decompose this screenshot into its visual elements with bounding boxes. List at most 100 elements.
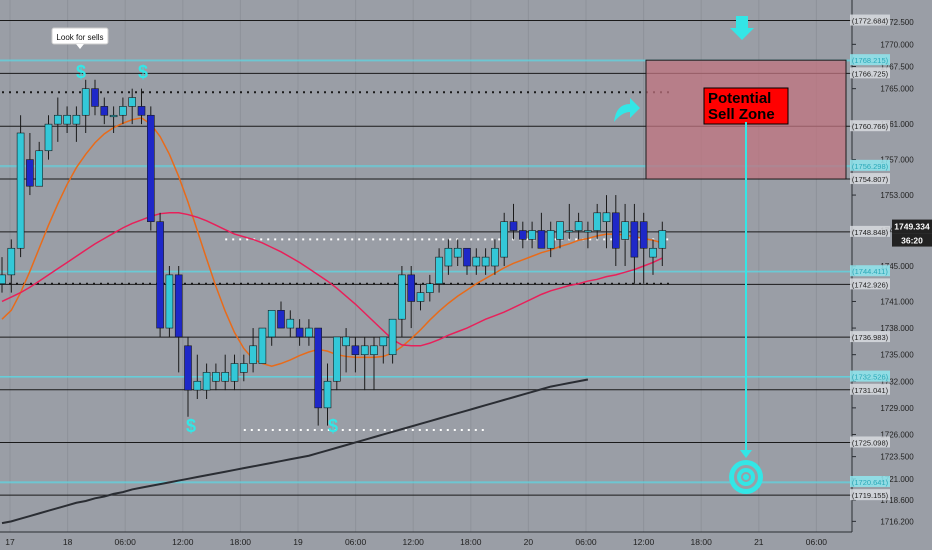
candle-body <box>202 372 211 391</box>
price-axis[interactable]: 1772.500 1770.000 1767.500 1765.000 1761.000… <box>850 0 932 550</box>
price-level-label-box <box>850 54 890 66</box>
price-level-label-box <box>850 120 890 132</box>
candle-body <box>481 256 490 267</box>
moving-average-line <box>1 117 663 367</box>
candle-body <box>174 274 183 338</box>
candle-body <box>611 212 620 249</box>
candle-body <box>184 345 192 391</box>
candle-body <box>305 327 313 338</box>
candle-body <box>537 230 546 249</box>
candle-body <box>26 159 34 187</box>
price-level-label-box <box>850 14 890 26</box>
candle-body <box>509 221 518 231</box>
candle-body <box>277 310 285 329</box>
price-level-label-box <box>850 159 890 171</box>
time-tick-label: 18:00 <box>460 537 482 547</box>
candle-body <box>16 132 25 249</box>
down-arrow-icon <box>730 16 754 40</box>
candle-body <box>314 327 323 409</box>
candle-body <box>165 274 174 329</box>
candle-body <box>0 274 6 285</box>
price-level-label-box <box>850 278 890 290</box>
candle-body <box>295 327 304 338</box>
time-axis-background <box>0 532 932 550</box>
moving-averages <box>1 117 663 525</box>
candle-body <box>379 336 388 347</box>
candle-body <box>342 336 350 347</box>
candle-body <box>147 114 155 222</box>
candle-body <box>593 212 602 231</box>
candle-body <box>44 123 53 152</box>
price-tick-label: 1735.000 <box>880 351 914 360</box>
time-axis[interactable]: 17 18 06:00 12:00 18:00 19 06:00 12:00 18:00 20 06… <box>0 531 932 550</box>
price-level-label: (1772.684) <box>852 17 889 26</box>
price-tick-label: 1761.000 <box>880 120 914 129</box>
price-level-label: (1732.526) <box>852 373 889 382</box>
target-icon-center <box>743 474 749 480</box>
price-tick-label: 1765.000 <box>880 85 914 94</box>
candle-body <box>528 230 536 240</box>
price-tick-label: 1770.000 <box>880 40 914 49</box>
candle-body <box>574 221 583 231</box>
time-tick-label: 18:00 <box>230 537 252 547</box>
price-level-label: (1766.725) <box>852 69 889 78</box>
price-tick-label: 1753.000 <box>880 191 914 200</box>
candle-body <box>72 114 81 125</box>
time-tick-label: 21 <box>754 537 764 547</box>
candle-body <box>584 230 592 233</box>
price-tick-label: 1767.500 <box>880 63 914 72</box>
time-tick-label: 18 <box>63 537 73 547</box>
candle-body <box>639 221 648 249</box>
price-level-label: (1744.411) <box>852 267 888 276</box>
price-tick-label: 1772.500 <box>880 18 914 27</box>
time-tick-label: 19 <box>293 537 303 547</box>
time-tick-label: 12:00 <box>403 537 425 547</box>
time-tick-label: 06:00 <box>115 537 137 547</box>
candle-body <box>630 221 639 258</box>
candle-body <box>156 221 164 329</box>
candle-body <box>137 106 146 116</box>
candle-body <box>91 88 99 107</box>
countdown-tag <box>892 233 932 247</box>
candle-body <box>128 97 136 107</box>
price-level-label-box <box>850 475 890 487</box>
price-level-label-box <box>850 383 890 395</box>
price-level-label: (1736.983) <box>852 333 889 342</box>
dollar-sign: $ <box>328 416 338 436</box>
candle-body <box>63 114 71 125</box>
price-level-label: (1754.807) <box>852 175 889 184</box>
price-level-label: (1725.098) <box>852 438 889 447</box>
candle-body <box>407 274 416 302</box>
price-tick-label: 1732.000 <box>880 377 914 386</box>
price-tick-label: 1726.000 <box>880 430 914 439</box>
candle-body <box>258 327 267 364</box>
candle-body <box>193 380 202 391</box>
sell-zone-label-box <box>703 87 789 125</box>
candle-body <box>35 150 44 187</box>
price-level-label-box <box>850 436 890 448</box>
price-level-label-box <box>850 173 890 185</box>
candle-body <box>398 274 406 320</box>
price-tick-label: 1729.000 <box>880 404 914 413</box>
candle-body <box>518 230 527 240</box>
candle-body <box>249 345 257 364</box>
price-tick-label: 1723.500 <box>880 453 914 462</box>
time-tick-label: 06:00 <box>345 537 367 547</box>
price-level-label: (1719.155) <box>852 491 889 500</box>
dollar-sign: $ <box>186 416 196 436</box>
price-level-label-box <box>850 225 890 237</box>
candle-body <box>267 310 276 338</box>
candle-body <box>463 247 471 267</box>
current-price-tag <box>892 219 932 234</box>
price-level-label-box <box>850 331 890 343</box>
candle-body <box>416 292 425 302</box>
candle-body <box>332 336 341 382</box>
candle-body <box>435 256 443 285</box>
time-tick-label: 18:00 <box>691 537 713 547</box>
candle-body <box>621 221 629 240</box>
candle-body <box>453 247 462 258</box>
price-tick-label: 1757.000 <box>880 156 914 165</box>
candle-body <box>491 247 499 267</box>
candle-body <box>240 363 248 373</box>
